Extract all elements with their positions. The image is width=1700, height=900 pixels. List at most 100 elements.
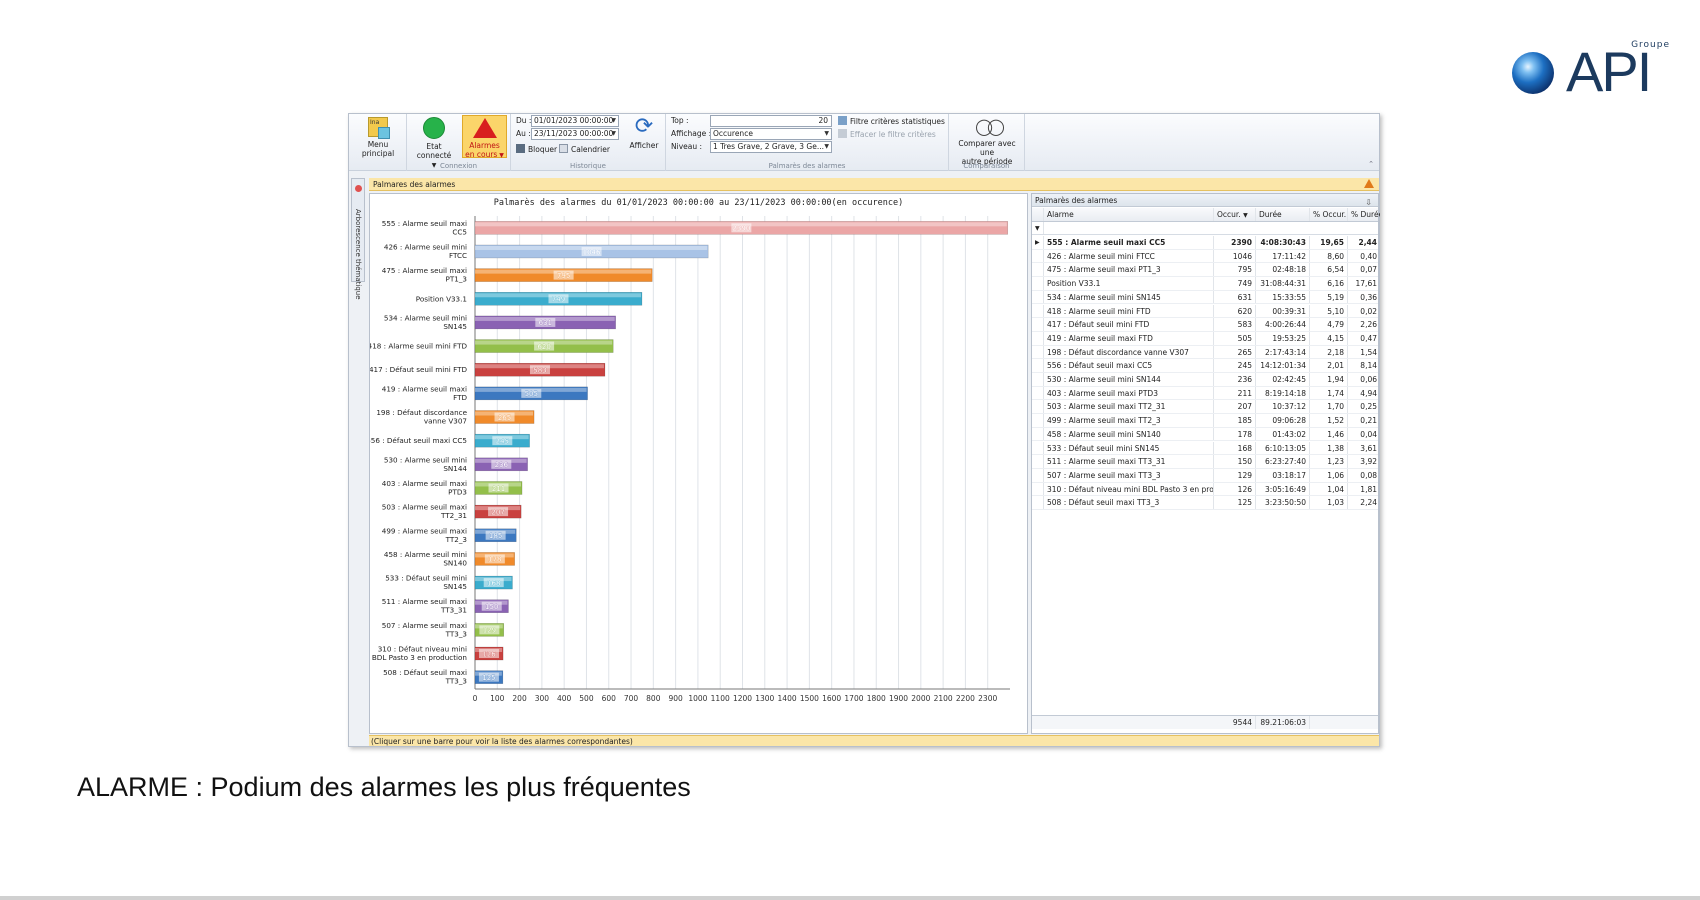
historique-group-label: Historique	[570, 162, 606, 170]
du-label: Du :	[516, 116, 532, 125]
bar-chart[interactable]: 0 100 200 300 400 500 600 700 800 900 1000 1100 1200…	[366, 194, 1027, 733]
table-row[interactable]: 556 : Défaut seuil maxi CC5 245 14:12:01:3…	[1032, 359, 1378, 373]
table-row[interactable]: 403 : Alarme seuil maxi PTD3 211 8:19:14:1…	[1032, 386, 1378, 401]
cell-duree: 8:19:14:18	[1256, 386, 1310, 400]
table-row[interactable]: ▶ 555 : Alarme seuil maxi CC5 2390 4:08:30:…	[1032, 236, 1378, 250]
x-tick-label: 1200	[733, 694, 752, 703]
etat-connecte-button[interactable]: Etat connecté ▼	[409, 117, 459, 170]
header-pct-occur[interactable]: % Occur.	[1310, 208, 1348, 221]
table-row[interactable]: 508 : Défaut seuil maxi TT3_3 125 3:23:50:…	[1032, 496, 1378, 510]
chart-title: Palmarès des alarmes du 01/01/2023 00:00…	[493, 198, 904, 208]
x-tick-label: 1700	[844, 694, 863, 703]
dropdown-arrow-icon[interactable]: ▼	[611, 117, 616, 124]
cell-pct-occur: 5,10	[1310, 304, 1348, 318]
cell-pct-duree: 3,92	[1360, 457, 1377, 467]
table-row[interactable]: 310 : Défaut niveau mini BDL Pasto 3 en …	[1032, 482, 1378, 497]
header-pct-duree[interactable]: % Durée	[1351, 210, 1380, 219]
calendrier-button[interactable]: Calendrier	[559, 144, 610, 154]
table-row[interactable]: 530 : Alarme seuil mini SN144 236 02:42:45…	[1032, 373, 1378, 387]
table-row[interactable]: 426 : Alarme seuil mini FTCC 1046 17:11:42…	[1032, 249, 1378, 264]
dropdown-arrow-icon[interactable]: ▼	[824, 143, 829, 150]
date-du-field[interactable]: 01/01/2023 00:00:00 ▼	[531, 115, 619, 127]
data-label: 583	[533, 367, 546, 375]
category-label: 417 : Défaut seuil mini FTD	[370, 365, 467, 374]
table-row[interactable]: 511 : Alarme seuil maxi TT3_31 150 6:23:27…	[1032, 455, 1378, 469]
comparer-button[interactable]: ◯◯ Comparer avec une autre période	[951, 118, 1023, 167]
cell-alarme: 417 : Défaut seuil mini FTD	[1044, 318, 1214, 331]
collapse-ribbon-icon[interactable]: ⌃	[1368, 160, 1374, 168]
dropdown-arrow-icon[interactable]: ▼	[824, 130, 829, 137]
table-row[interactable]: 458 : Alarme seuil mini SN140 178 01:43:02…	[1032, 427, 1378, 442]
bloquer-button[interactable]: Bloquer	[516, 144, 557, 154]
category-label: 556 : Défaut seuil maxi CC5	[370, 436, 467, 445]
cell-occur: 265	[1214, 345, 1256, 359]
filtre-criteres-button[interactable]: Filtre critères statistiques	[838, 116, 945, 126]
x-tick-label: 1100	[711, 694, 730, 703]
table-row[interactable]: 507 : Alarme seuil maxi TT3_3 129 03:18:17…	[1032, 468, 1378, 483]
alarm-warning-icon	[472, 118, 497, 138]
x-tick-label: 2300	[978, 694, 997, 703]
cell-pct-occur: 1,06	[1310, 468, 1348, 482]
category-label: TT3_3	[445, 629, 467, 638]
cell-pct-duree: 2,26	[1360, 320, 1377, 330]
ribbon-group-historique: Du : 01/01/2023 00:00:00 ▼ Au : 23/11/202…	[511, 114, 666, 171]
data-label: 211	[492, 485, 505, 493]
refresh-icon: ⟳	[634, 114, 654, 139]
table-row[interactable]: 198 : Défaut discordance vanne V307 265 2:…	[1032, 345, 1378, 360]
cell-pct-duree: 0,04	[1360, 429, 1377, 439]
tab-palmares[interactable]: Palmares des alarmes	[373, 180, 456, 189]
export-icon[interactable]	[1364, 179, 1374, 188]
x-tick-label: 700	[624, 694, 639, 703]
effacer-filtre-button[interactable]: Effacer le filtre critères	[838, 129, 936, 139]
affichage-label: Affichage :	[671, 129, 712, 138]
table-row[interactable]: 417 : Défaut seuil mini FTD 583 4:00:26:44…	[1032, 318, 1378, 332]
table-row[interactable]: 419 : Alarme seuil maxi FTD 505 19:53:25 4,…	[1032, 331, 1378, 346]
menu-principal-button[interactable]: Ina Menu principal	[351, 117, 405, 158]
cell-pct-duree: 8,14	[1360, 361, 1377, 371]
top-input[interactable]: 20	[710, 115, 832, 127]
cell-alarme: 475 : Alarme seuil maxi PT1_3	[1044, 263, 1214, 277]
cell-pct-duree: 0,25	[1360, 402, 1377, 412]
table-row[interactable]: 503 : Alarme seuil maxi TT2_31 207 10:37:1…	[1032, 400, 1378, 415]
cell-duree: 6:23:27:40	[1256, 455, 1310, 468]
table-row[interactable]: 475 : Alarme seuil maxi PT1_3 795 02:48:18…	[1032, 263, 1378, 278]
pin-icon[interactable]: ⇩	[1365, 198, 1372, 207]
category-label: TT3_31	[440, 606, 467, 615]
cell-occur: 185	[1214, 414, 1256, 427]
cell-duree: 10:37:12	[1256, 400, 1310, 414]
cell-occur: 126	[1214, 482, 1256, 496]
cell-duree: 09:06:28	[1256, 414, 1310, 427]
connected-status-icon	[423, 117, 445, 139]
affichage-select[interactable]: Occurence ▼	[710, 128, 832, 140]
table-row[interactable]: Position V33.1 749 31:08:44:31 6,16 17,61	[1032, 277, 1378, 291]
data-label: 749	[552, 296, 565, 304]
grid-filter-row[interactable]: ▼	[1032, 222, 1378, 235]
table-row[interactable]: 499 : Alarme seuil maxi TT2_3 185 09:06:28…	[1032, 414, 1378, 428]
cell-alarme: 499 : Alarme seuil maxi TT2_3	[1044, 414, 1214, 427]
table-row[interactable]: 533 : Défaut seuil mini SN145 168 6:10:13:…	[1032, 441, 1378, 456]
header-alarme[interactable]: Alarme	[1044, 208, 1214, 221]
alarmes-en-cours-button[interactable]: Alarmes en cours ▼	[462, 115, 507, 159]
table-row[interactable]: 534 : Alarme seuil mini SN145 631 15:33:55…	[1032, 290, 1378, 305]
afficher-button[interactable]: ⟳ Afficher	[626, 114, 662, 151]
category-label: 426 : Alarme seuil mini	[384, 242, 467, 251]
data-label-bg	[491, 459, 512, 469]
header-occur[interactable]: Occur. ▼	[1214, 208, 1256, 221]
calendar-icon	[559, 144, 568, 153]
date-au-field[interactable]: 23/11/2023 00:00:00 ▼	[531, 128, 619, 140]
dropdown-arrow-icon[interactable]: ▼	[611, 130, 616, 137]
niveau-value: 1 Tres Grave, 2 Grave, 3 Ge...	[713, 142, 824, 151]
cell-alarme: 419 : Alarme seuil maxi FTD	[1044, 331, 1214, 345]
category-label: SN145	[443, 322, 467, 331]
niveau-select[interactable]: 1 Tres Grave, 2 Grave, 3 Ge... ▼	[710, 141, 832, 153]
x-tick-label: 300	[535, 694, 550, 703]
lock-icon	[516, 144, 525, 153]
cell-duree: 3:05:16:49	[1256, 482, 1310, 496]
header-duree[interactable]: Durée	[1256, 208, 1310, 221]
table-row[interactable]: 418 : Alarme seuil mini FTD 620 00:39:31 5,…	[1032, 304, 1378, 319]
cell-alarme: 530 : Alarme seuil mini SN144	[1044, 373, 1214, 386]
cell-duree: 17:11:42	[1256, 249, 1310, 263]
row-indicator	[1032, 455, 1044, 468]
status-text: (Cliquer sur une barre pour voir la list…	[371, 737, 633, 746]
arborescence-side-tab[interactable]: Arborescence thématique	[351, 178, 365, 300]
